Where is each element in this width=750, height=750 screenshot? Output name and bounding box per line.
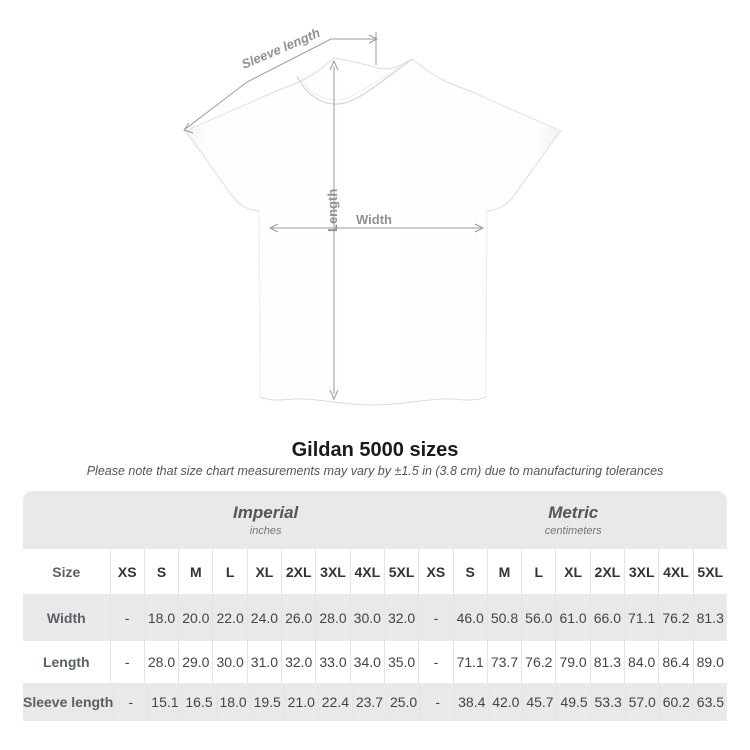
svg-text:Width: Width	[356, 212, 392, 227]
svg-text:Length: Length	[325, 189, 340, 232]
